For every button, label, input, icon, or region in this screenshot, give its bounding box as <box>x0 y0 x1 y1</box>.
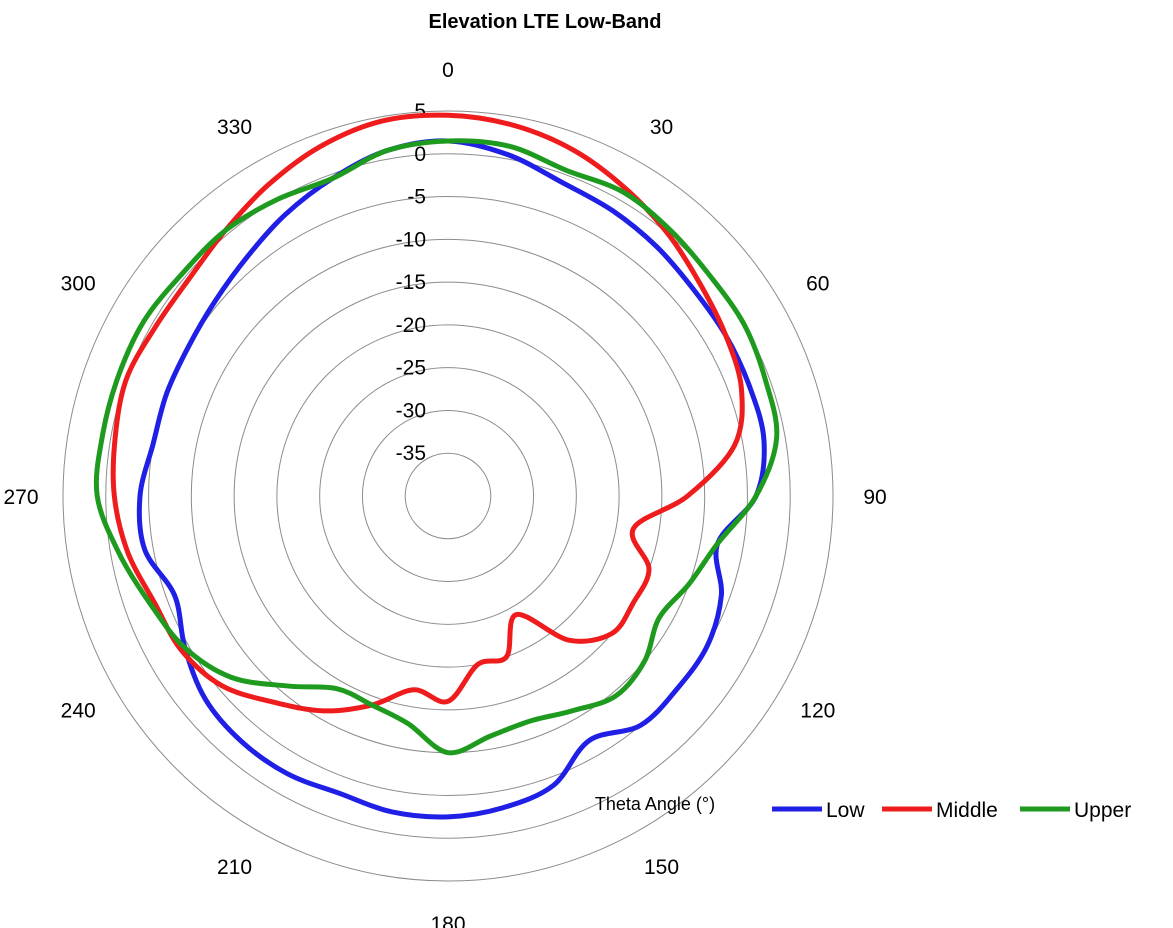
legend-label-upper: Upper <box>1074 799 1131 822</box>
angle-tick-label: 330 <box>217 116 252 139</box>
grid-ring <box>148 196 748 796</box>
grid-ring <box>62 110 834 882</box>
radial-tick-label: -20 <box>396 314 426 337</box>
angle-tick-label: 240 <box>61 700 96 723</box>
radial-tick-labels: -35 -30 -25 -20 -15 -10 -5 0 5 <box>396 100 426 465</box>
angle-tick-label: 150 <box>644 856 679 879</box>
angle-tick-labels: 0 30 60 90 120 150 180 210 240 270 300 330 <box>3 59 886 928</box>
polar-grid <box>62 110 834 882</box>
angle-tick-label: 30 <box>650 116 673 139</box>
angle-tick-label: 120 <box>800 700 835 723</box>
grid-ring <box>190 238 706 754</box>
radial-tick-label: 0 <box>414 143 426 166</box>
series-line-middle <box>110 112 745 714</box>
series-line-upper <box>93 138 780 756</box>
x-axis-label: Theta Angle (°) <box>595 794 715 814</box>
grid-ring <box>361 409 535 583</box>
grid-ring <box>233 281 663 711</box>
legend-label-low: Low <box>826 799 865 822</box>
radial-tick-label: -10 <box>396 228 426 251</box>
radial-tick-label: -35 <box>396 442 426 465</box>
radial-tick-label: 5 <box>414 100 426 123</box>
angle-tick-label: 270 <box>3 486 38 509</box>
radial-tick-label: -5 <box>407 186 426 209</box>
grid-ring <box>105 153 791 839</box>
series-line-low <box>136 138 767 820</box>
radial-tick-label: -15 <box>396 271 426 294</box>
radial-tick-label: -25 <box>396 357 426 380</box>
legend: Low Middle Upper <box>772 799 1131 822</box>
radial-tick-label: -30 <box>396 399 426 422</box>
angle-tick-label: 90 <box>863 486 886 509</box>
angle-tick-label: 0 <box>442 59 454 82</box>
angle-tick-label: 180 <box>430 913 465 928</box>
grid-ring <box>404 452 492 540</box>
angle-tick-label: 60 <box>806 273 829 296</box>
series-lines <box>93 112 780 820</box>
legend-label-middle: Middle <box>936 799 998 822</box>
angle-tick-label: 210 <box>217 856 252 879</box>
grid-ring <box>319 367 577 625</box>
grid-ring <box>276 324 620 668</box>
chart-title: Elevation LTE Low-Band <box>429 11 662 33</box>
angle-tick-label: 300 <box>61 273 96 296</box>
